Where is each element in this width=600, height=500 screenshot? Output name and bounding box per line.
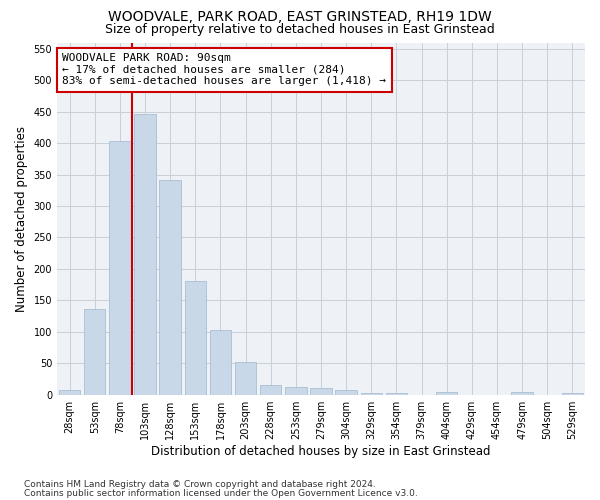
- Bar: [436, 392, 457, 394]
- Bar: [134, 114, 156, 394]
- Bar: [109, 141, 131, 395]
- Bar: [361, 393, 382, 394]
- Text: WOODVALE, PARK ROAD, EAST GRINSTEAD, RH19 1DW: WOODVALE, PARK ROAD, EAST GRINSTEAD, RH1…: [108, 10, 492, 24]
- Bar: [210, 330, 231, 394]
- Bar: [285, 386, 307, 394]
- Bar: [562, 393, 583, 394]
- Bar: [335, 390, 357, 394]
- Bar: [386, 393, 407, 394]
- Text: WOODVALE PARK ROAD: 90sqm
← 17% of detached houses are smaller (284)
83% of semi: WOODVALE PARK ROAD: 90sqm ← 17% of detac…: [62, 53, 386, 86]
- Y-axis label: Number of detached properties: Number of detached properties: [15, 126, 28, 312]
- Bar: [235, 362, 256, 394]
- Bar: [59, 390, 80, 394]
- Bar: [84, 308, 106, 394]
- X-axis label: Distribution of detached houses by size in East Grinstead: Distribution of detached houses by size …: [151, 444, 491, 458]
- Text: Size of property relative to detached houses in East Grinstead: Size of property relative to detached ho…: [105, 22, 495, 36]
- Text: Contains HM Land Registry data © Crown copyright and database right 2024.: Contains HM Land Registry data © Crown c…: [24, 480, 376, 489]
- Bar: [511, 392, 533, 394]
- Text: Contains public sector information licensed under the Open Government Licence v3: Contains public sector information licen…: [24, 488, 418, 498]
- Bar: [185, 282, 206, 395]
- Bar: [260, 386, 281, 394]
- Bar: [160, 180, 181, 394]
- Bar: [310, 388, 332, 394]
